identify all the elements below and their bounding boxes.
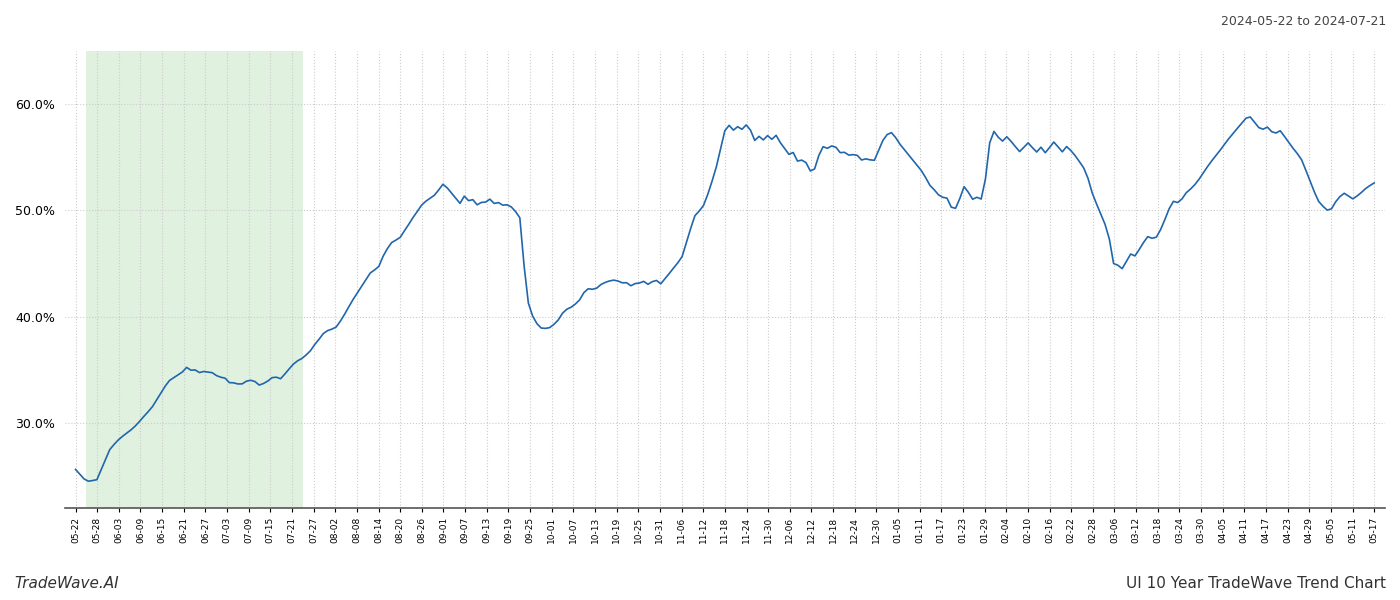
Text: TradeWave.AI: TradeWave.AI <box>14 576 119 591</box>
Text: UI 10 Year TradeWave Trend Chart: UI 10 Year TradeWave Trend Chart <box>1126 576 1386 591</box>
Bar <box>87 51 302 508</box>
Text: 2024-05-22 to 2024-07-21: 2024-05-22 to 2024-07-21 <box>1221 15 1386 28</box>
